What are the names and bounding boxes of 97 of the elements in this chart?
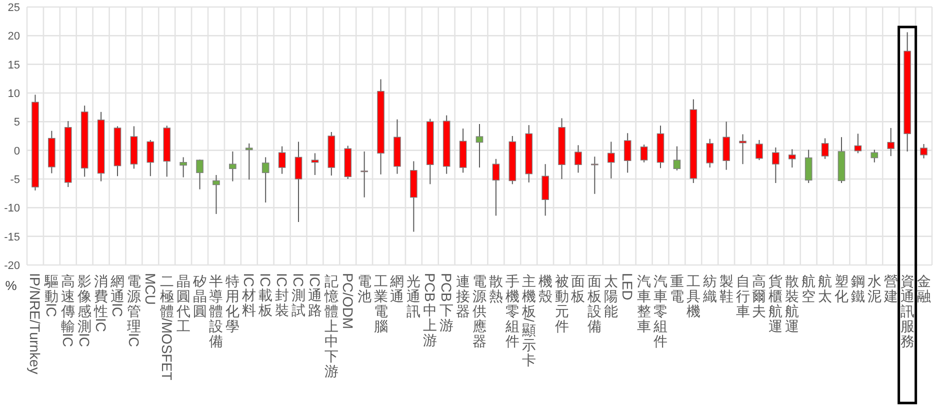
x-tick-label: 紡織	[702, 273, 717, 304]
x-tick-label: 晶圓代工	[176, 273, 190, 334]
x-tick-label: 製鞋	[719, 273, 734, 304]
y-tick-label: -20	[4, 260, 20, 272]
candlestick	[360, 150, 368, 198]
x-tick-label: 高速傳輸IC	[60, 273, 76, 348]
x-tick-label: 電源供應器	[472, 273, 486, 349]
candlestick	[788, 148, 796, 168]
x-tick-label: 水泥	[867, 273, 882, 304]
y-axis-title: %	[5, 278, 18, 293]
candlestick	[804, 149, 812, 184]
candlestick	[278, 146, 286, 174]
x-tick-label: 特用化學	[226, 273, 240, 334]
x-tick-label: 二極體/MOSFET	[158, 273, 175, 380]
candlestick	[821, 138, 829, 160]
x-tick-label: 驅動IC	[44, 273, 60, 318]
candlestick	[624, 132, 632, 174]
x-tick-label: 高爾夫	[752, 273, 766, 319]
y-tick-label: 10	[8, 88, 20, 100]
x-tick-label: 面板	[571, 273, 586, 304]
candlestick	[607, 141, 615, 179]
x-tick-label: PCB下游	[438, 273, 455, 333]
x-tick-label: 影像感測IC	[76, 273, 93, 348]
x-tick-label: 網通IC	[110, 273, 126, 318]
x-tick-label: 重電	[670, 273, 684, 304]
candlestick	[542, 164, 549, 216]
candlestick	[673, 146, 681, 171]
x-tick-label: IP/NRE/Turnkey	[27, 273, 44, 374]
x-tick-label: 被動元件	[554, 273, 569, 334]
x-tick-label: 鋼鐵	[850, 273, 865, 304]
x-tick-label: 營建	[884, 273, 898, 304]
y-tick-label: -10	[4, 202, 20, 215]
y-tick-label: -15	[4, 231, 20, 244]
candlestick	[311, 152, 319, 176]
candlestick	[756, 140, 763, 161]
x-tick-label: IC載板	[258, 273, 274, 318]
candlestick	[294, 141, 302, 222]
candlestick	[574, 144, 582, 174]
x-tick-label: 太陽能	[604, 273, 618, 319]
x-tick-label: 連接器	[456, 273, 470, 319]
candlestick	[212, 174, 220, 214]
candlestick	[146, 140, 154, 177]
x-tick-label: PC/ODM	[340, 273, 356, 330]
x-tick-label: 汽車整車	[637, 273, 652, 334]
x-tick-label: IC通路	[306, 273, 323, 318]
x-tick-label: PCB中上游	[422, 273, 438, 348]
y-tick-label: 0	[14, 145, 20, 158]
x-tick-label: 光通訊	[406, 273, 421, 319]
candlestick	[196, 159, 204, 190]
candlestick	[887, 127, 895, 157]
x-tick-label: 消費性IC	[93, 273, 110, 332]
x-tick-label: 塑化	[834, 273, 848, 304]
x-tick-label: 貨櫃航運	[768, 273, 783, 334]
candlestick	[262, 156, 270, 204]
candlestick	[920, 144, 928, 159]
x-tick-label: 機殼	[538, 273, 552, 304]
x-tick-label: 網通	[390, 273, 404, 304]
x-tick-label: 工業電腦	[374, 273, 388, 334]
x-tick-label: 記憶體上中下游	[324, 273, 338, 379]
x-tick-label: 手機零組件	[505, 273, 520, 349]
x-tick-label: 電池	[357, 273, 372, 304]
candlestick	[492, 158, 500, 216]
y-tick-label: 25	[8, 2, 20, 14]
x-tick-label: MCU	[142, 273, 158, 305]
x-tick-label: 散熱	[488, 273, 503, 304]
x-tick-label: 資通訊服務	[900, 273, 914, 349]
x-tick-label: 電源管理IC	[126, 273, 142, 348]
x-tick-label: 金融	[916, 273, 931, 304]
candlestick	[591, 156, 598, 194]
x-tick-label: 航空	[802, 273, 816, 304]
candlestick	[772, 146, 780, 184]
y-tick-label: -5	[10, 174, 20, 186]
x-tick-label: 汽車零組件	[654, 273, 668, 349]
candlestick	[640, 144, 648, 163]
candlestick	[229, 150, 236, 182]
candlestick	[476, 123, 484, 168]
x-tick-label: 半導體設備	[209, 273, 224, 349]
x-tick-label: 航太	[818, 273, 832, 304]
x-tick-label: 主機板/顯示卡	[520, 273, 537, 368]
y-tick-label: 20	[8, 30, 20, 43]
x-tick-label: IC測試	[290, 273, 306, 318]
y-tick-label: 5	[14, 116, 20, 129]
x-tick-label: IC封裝	[274, 273, 290, 318]
candlestick	[706, 138, 714, 168]
x-tick-label: LED	[620, 273, 636, 300]
x-tick-label: 面板設備	[588, 273, 602, 334]
x-tick-label: 自行車	[736, 273, 750, 319]
x-tick-label: IC材料	[241, 273, 258, 318]
y-tick-label: 15	[8, 59, 20, 72]
candlestick	[854, 133, 862, 154]
candlestick	[722, 121, 730, 170]
x-tick-label: 矽晶圓	[192, 273, 207, 319]
x-tick-label: 工具機	[686, 273, 700, 319]
x-tick-label: 散裝航運	[785, 273, 800, 334]
candlestick	[180, 156, 187, 178]
candlestick	[245, 142, 253, 180]
candlestick	[870, 149, 878, 163]
